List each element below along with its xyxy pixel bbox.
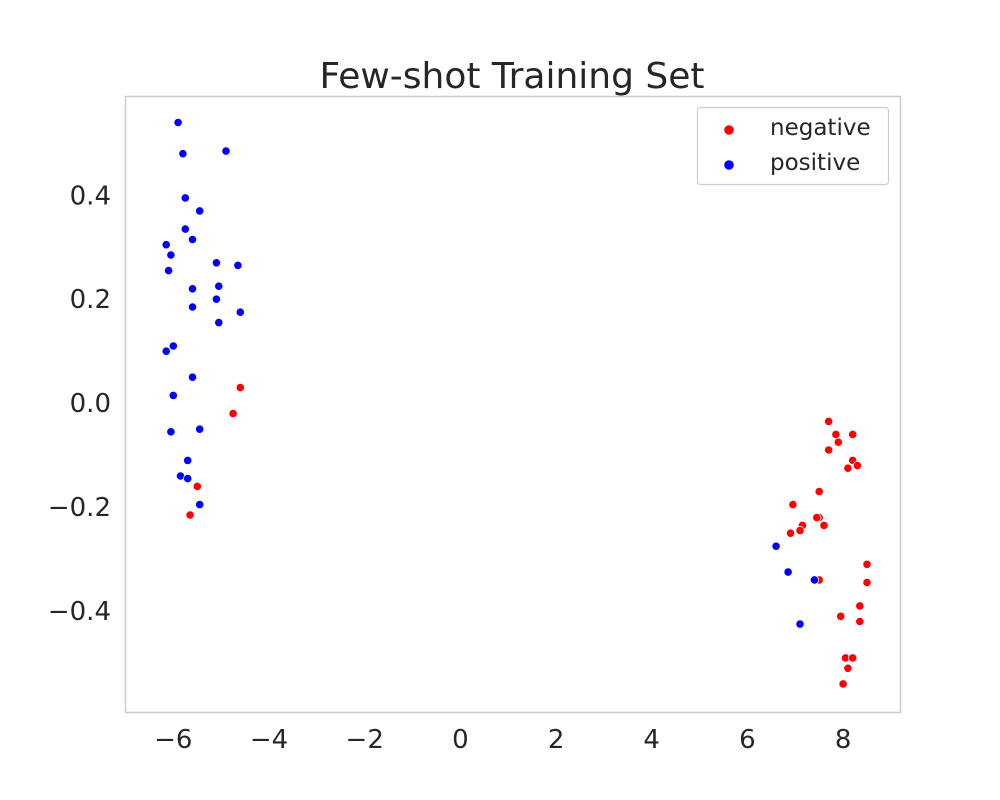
y-tick-label: −0.2: [48, 493, 111, 523]
point-negative-1: [228, 408, 238, 419]
legend-box: [696, 106, 890, 186]
point-negative-2: [192, 481, 202, 491]
legend-label-positive: positive: [770, 150, 860, 176]
point-positive-19: [161, 346, 171, 356]
point-positive-2: [221, 146, 231, 156]
point-negative-22: [862, 577, 872, 588]
point-positive-26: [183, 473, 193, 484]
x-tick-label: 0: [452, 725, 469, 755]
point-negative-0: [235, 382, 245, 393]
y-axis-ticks: −0.4 −0.2 0.0 0.2 0.4: [48, 181, 111, 627]
point-positive-30: [809, 575, 820, 585]
point-negative-3: [185, 510, 195, 520]
point-negative-29: [838, 679, 848, 689]
point-positive-4: [195, 206, 205, 216]
y-tick-label: 0.2: [70, 285, 111, 315]
point-positive-15: [187, 302, 198, 312]
legend: negative positive: [696, 106, 890, 186]
point-positive-9: [211, 258, 221, 268]
point-positive-20: [187, 372, 198, 382]
point-negative-4: [824, 416, 834, 426]
point-negative-19: [785, 528, 796, 538]
point-positive-21: [168, 390, 178, 400]
point-positive-6: [187, 234, 198, 245]
point-negative-20: [862, 559, 872, 569]
point-negative-10: [852, 460, 863, 471]
x-tick-label: 4: [643, 725, 660, 755]
legend-label-negative: negative: [770, 115, 871, 141]
data-points: [161, 117, 872, 689]
point-positive-0: [173, 117, 183, 128]
point-negative-12: [814, 486, 824, 497]
point-negative-15: [812, 512, 822, 523]
point-negative-7: [848, 429, 858, 439]
x-tick-label: 8: [835, 725, 852, 755]
x-tick-label: −6: [154, 725, 192, 755]
y-tick-label: −0.4: [48, 597, 111, 627]
point-positive-12: [187, 284, 198, 294]
point-negative-13: [788, 499, 798, 510]
point-positive-1: [178, 149, 188, 159]
point-negative-8: [824, 445, 834, 455]
point-positive-7: [161, 240, 171, 250]
point-positive-31: [795, 619, 805, 629]
point-negative-5: [831, 429, 841, 439]
x-tick-label: 6: [739, 725, 756, 755]
point-positive-24: [183, 455, 193, 465]
point-positive-28: [771, 541, 781, 551]
plot-area: [124, 95, 902, 714]
point-negative-28: [843, 663, 853, 673]
point-positive-10: [233, 260, 243, 270]
legend-marker-negative: [724, 125, 734, 135]
point-positive-17: [214, 317, 224, 328]
x-axis-ticks: −6 −4 −2 0 2 4 6 8: [154, 725, 851, 755]
y-tick-label: 0.0: [70, 389, 111, 419]
point-positive-13: [214, 281, 224, 291]
x-tick-label: 2: [548, 725, 565, 755]
point-positive-11: [164, 265, 174, 276]
x-tick-label: −4: [250, 725, 288, 755]
point-positive-3: [180, 193, 190, 203]
point-positive-23: [166, 427, 176, 437]
point-positive-18: [168, 341, 178, 351]
x-tick-label: −2: [346, 725, 384, 755]
point-negative-23: [855, 601, 865, 611]
y-tick-label: 0.4: [70, 181, 111, 211]
point-negative-6: [833, 437, 843, 447]
chart-title: Few-shot Training Set: [319, 56, 704, 97]
point-positive-8: [166, 250, 176, 260]
legend-marker-positive: [724, 160, 734, 170]
point-positive-27: [195, 499, 205, 510]
point-negative-17: [819, 520, 829, 531]
point-positive-29: [783, 567, 793, 577]
point-negative-18: [795, 525, 805, 536]
point-negative-27: [848, 653, 858, 663]
point-positive-14: [211, 294, 221, 304]
point-positive-16: [235, 307, 245, 317]
point-negative-24: [836, 611, 846, 621]
point-positive-22: [195, 424, 205, 434]
point-negative-25: [855, 616, 865, 627]
point-negative-11: [843, 463, 853, 473]
point-positive-5: [180, 224, 190, 234]
